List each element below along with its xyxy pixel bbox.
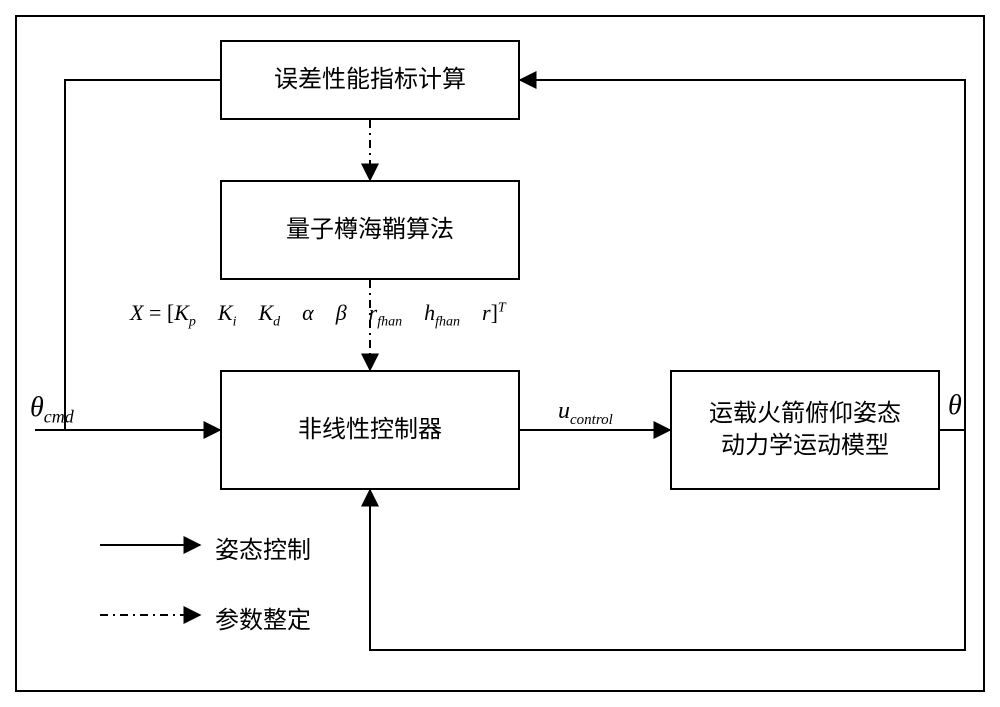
legend-dashed-text: 参数整定: [215, 600, 311, 635]
block-quantum-salp: 量子樽海鞘算法: [220, 180, 520, 280]
block-error-metric: 误差性能指标计算: [220, 40, 520, 120]
block-quantum-label: 量子樽海鞘算法: [286, 214, 454, 246]
block-plant-label-2: 动力学运动模型: [709, 430, 901, 462]
formula-x-vector: X = [Kp Ki Kd α β rfhan hfhan r]T: [130, 300, 506, 330]
block-error-label: 误差性能指标计算: [274, 64, 466, 96]
block-plant-label-1: 运载火箭俯仰姿态: [709, 398, 901, 430]
block-ctrl-label: 非线性控制器: [298, 414, 442, 446]
label-theta: θ: [948, 390, 962, 422]
label-theta-cmd: θcmd: [30, 392, 74, 428]
label-u-control: ucontrol: [558, 398, 613, 429]
block-nonlinear-controller: 非线性控制器: [220, 370, 520, 490]
block-rocket-dynamics: 运载火箭俯仰姿态 动力学运动模型: [670, 370, 940, 490]
legend-solid-text: 姿态控制: [215, 530, 311, 565]
line-error-to-input: [65, 80, 220, 430]
